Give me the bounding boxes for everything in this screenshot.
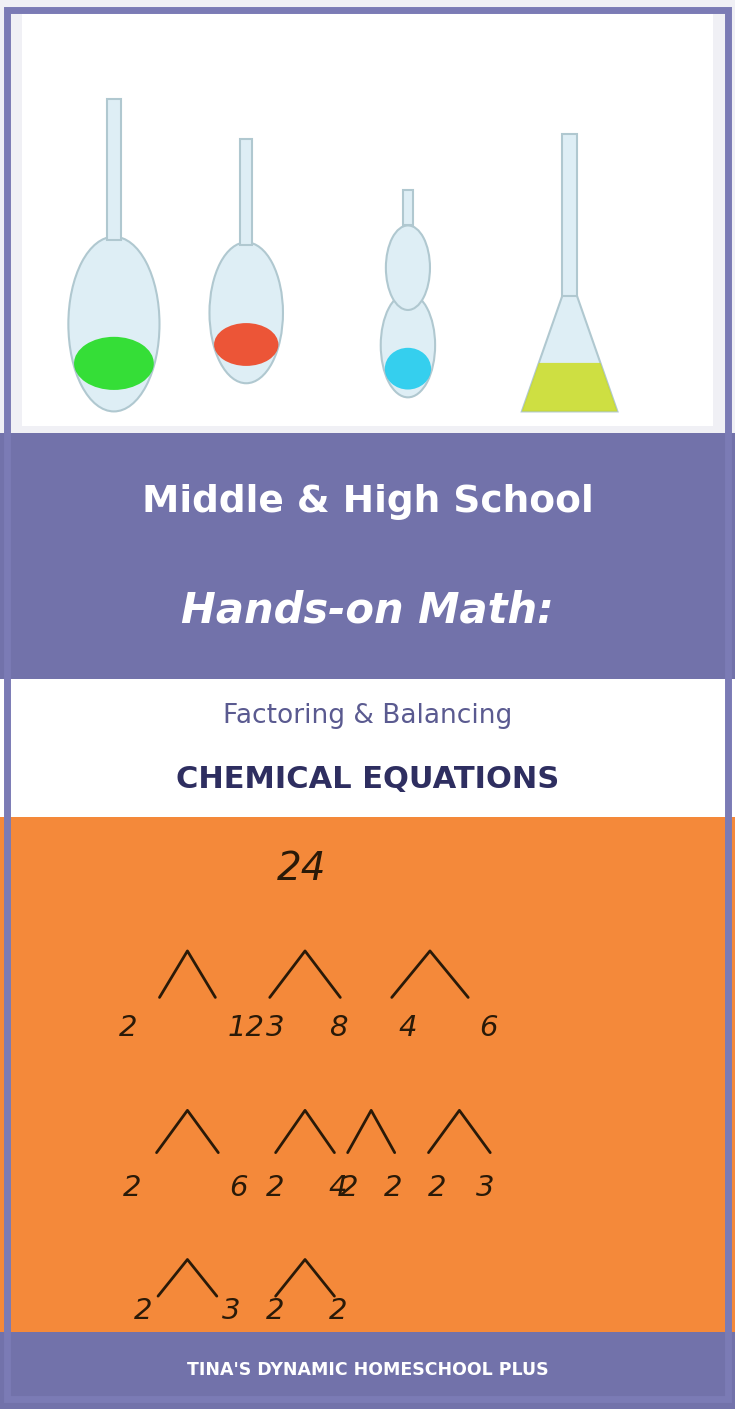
Text: 24: 24 xyxy=(276,850,326,888)
Text: 8: 8 xyxy=(329,1014,348,1043)
Bar xyxy=(0,1332,735,1409)
Bar xyxy=(107,99,121,240)
Bar xyxy=(0,433,735,679)
Bar xyxy=(562,134,577,296)
Polygon shape xyxy=(522,364,617,411)
Ellipse shape xyxy=(385,348,431,389)
Text: 2: 2 xyxy=(428,1174,447,1202)
Text: 2: 2 xyxy=(266,1296,285,1324)
Circle shape xyxy=(209,242,283,383)
Text: 2: 2 xyxy=(384,1174,403,1202)
Text: 12: 12 xyxy=(228,1014,265,1043)
Text: 2: 2 xyxy=(329,1296,348,1324)
Text: 3: 3 xyxy=(222,1296,241,1324)
Bar xyxy=(240,139,252,245)
Circle shape xyxy=(381,293,435,397)
Circle shape xyxy=(386,225,430,310)
Circle shape xyxy=(68,237,159,411)
Bar xyxy=(22,7,713,426)
Bar xyxy=(0,817,735,1332)
Bar xyxy=(0,679,735,817)
Text: 2: 2 xyxy=(340,1174,359,1202)
Text: 4: 4 xyxy=(329,1174,348,1202)
Bar xyxy=(404,190,413,225)
Text: 6: 6 xyxy=(229,1174,248,1202)
Text: Middle & High School: Middle & High School xyxy=(142,483,593,520)
Bar xyxy=(0,0,735,433)
Text: 2: 2 xyxy=(123,1174,142,1202)
Ellipse shape xyxy=(74,337,154,390)
Polygon shape xyxy=(522,296,617,411)
Text: 6: 6 xyxy=(479,1014,498,1043)
Text: 2: 2 xyxy=(119,1014,138,1043)
Text: TINA'S DYNAMIC HOMESCHOOL PLUS: TINA'S DYNAMIC HOMESCHOOL PLUS xyxy=(187,1361,548,1379)
Text: Hands-on Math:: Hands-on Math: xyxy=(181,589,554,631)
Text: CHEMICAL EQUATIONS: CHEMICAL EQUATIONS xyxy=(176,765,559,795)
Text: 4: 4 xyxy=(398,1014,417,1043)
Text: 3: 3 xyxy=(476,1174,495,1202)
Ellipse shape xyxy=(214,323,279,366)
Text: 2: 2 xyxy=(134,1296,153,1324)
Text: Factoring & Balancing: Factoring & Balancing xyxy=(223,703,512,730)
Text: 2: 2 xyxy=(266,1174,285,1202)
Text: 3: 3 xyxy=(266,1014,285,1043)
